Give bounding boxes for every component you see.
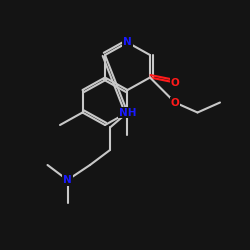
Text: N: N: [123, 38, 132, 48]
Text: N: N: [63, 175, 72, 185]
Text: O: O: [170, 98, 179, 108]
Text: O: O: [170, 78, 179, 88]
Text: NH: NH: [119, 108, 136, 118]
